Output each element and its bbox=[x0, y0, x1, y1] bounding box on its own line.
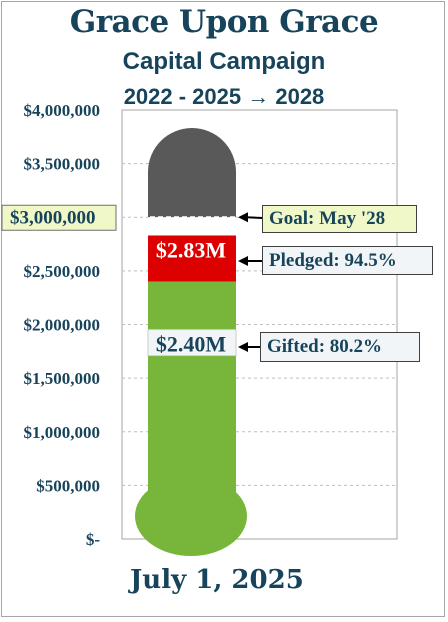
tube-remaining bbox=[148, 128, 236, 218]
goal-tick-highlight bbox=[1, 204, 117, 231]
campaign-years: 2022 - 2025 → 2028 bbox=[123, 84, 325, 109]
y-tick-label: $3,500,000 bbox=[24, 155, 101, 174]
thermometer-bulb bbox=[135, 476, 247, 556]
tube-gap bbox=[148, 217, 236, 236]
as-of-date: July 1, 2025 bbox=[130, 565, 304, 595]
pledged-annotation: Pledged: 94.5% bbox=[262, 246, 433, 275]
gifted-annotation: Gifted: 80.2% bbox=[260, 332, 420, 362]
y-tick-label: $1,500,000 bbox=[24, 369, 101, 388]
chart-subtitle: Capital Campaign bbox=[122, 48, 326, 75]
goal-arrow-line bbox=[245, 216, 263, 219]
y-tick-label: $- bbox=[86, 530, 101, 549]
y-tick-label: $3,000,000 bbox=[10, 207, 96, 228]
gifted-label-box bbox=[147, 329, 237, 357]
y-tick-label: $2,000,000 bbox=[24, 316, 101, 335]
goal-annotation: Goal: May '28 bbox=[262, 205, 417, 233]
y-tick-label: $2,500,000 bbox=[24, 262, 101, 281]
y-tick-label: $4,000,000 bbox=[24, 101, 101, 120]
y-tick-label: $500,000 bbox=[36, 476, 100, 495]
gifted-value-label: $2.40M bbox=[156, 332, 227, 357]
pledged-value-label: $2.83M bbox=[156, 237, 227, 262]
y-tick-label: $1,000,000 bbox=[24, 423, 101, 442]
chart-title: Grace Upon Grace bbox=[69, 4, 379, 40]
pledged-bar bbox=[148, 235, 236, 282]
pledged-arrow-head bbox=[238, 256, 248, 266]
gifted-arrow-head bbox=[238, 342, 248, 352]
goal-arrow-head bbox=[238, 212, 248, 223]
